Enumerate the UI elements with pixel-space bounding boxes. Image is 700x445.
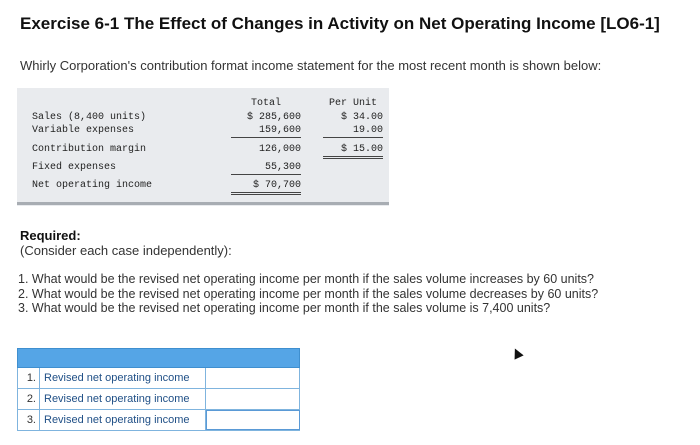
row-label: Variable expenses [32,125,135,136]
row-total: 126,000 [258,144,301,155]
question-item: 2. What would be the revised net operati… [18,286,599,301]
answer-label: Revised net operating income [40,368,206,388]
intro-text: Whirly Corporation's contribution format… [20,58,602,73]
row-label: Sales (8,400 units) [32,112,147,123]
answer-label: Revised net operating income [40,410,206,430]
row-total: 55,300 [231,162,301,175]
row-total: $ 285,600 [246,112,301,123]
row-label: Fixed expenses [32,162,117,173]
answer-table: 1. Revised net operating income 2. Revis… [17,348,300,431]
mouse-pointer-icon [510,346,524,360]
answer-input-2[interactable] [206,389,299,409]
row-label: Net operating income [32,180,153,191]
income-statement: Total Per Unit Sales (8,400 units) $ 285… [17,88,389,206]
answer-number: 1. [18,368,40,388]
question-item: 1. What would be the revised net operati… [18,272,595,286]
question-list: 1. What would be the revised net operati… [18,272,598,316]
question-item: 3. What would be the revised net operati… [18,301,551,315]
row-per-unit: $ 34.00 [340,112,383,123]
answer-cell [206,368,300,388]
row-total: 159,600 [231,125,301,138]
required-heading: Required: [20,228,81,243]
required-note: (Consider each case independently): [20,243,232,258]
answer-row: 3. Revised net operating income [17,410,300,431]
total-column-header: Total [250,98,281,109]
per-unit-column-header: Per Unit [328,98,377,109]
row-label: Contribution margin [32,144,147,155]
answer-number: 2. [18,389,40,409]
row-per-unit: $ 15.00 [323,144,383,159]
answer-label: Revised net operating income [40,389,206,409]
answer-cell [206,410,300,430]
row-total: $ 70,700 [231,180,301,195]
answer-row: 1. Revised net operating income [17,368,300,389]
row-per-unit: 19.00 [323,125,383,138]
answer-row: 2. Revised net operating income [17,389,300,410]
answer-number: 3. [18,410,40,430]
statement-divider [17,202,389,205]
exercise-title: Exercise 6-1 The Effect of Changes in Ac… [20,14,660,33]
answer-input-3[interactable] [207,411,299,429]
answer-cell [206,389,300,409]
answer-input-1[interactable] [206,368,299,388]
answer-table-header [17,348,300,368]
